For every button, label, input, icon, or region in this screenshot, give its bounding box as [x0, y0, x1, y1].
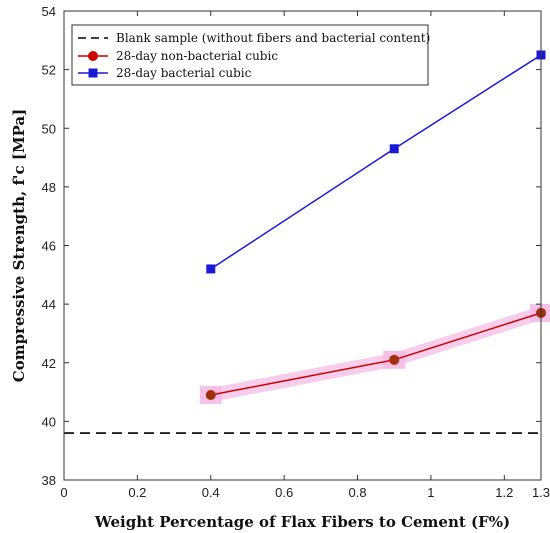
- x-tick-label: 1.2: [495, 485, 513, 500]
- x-tick-label: 0.4: [202, 485, 220, 500]
- axis-layer: 0 0.2 0.4 0.6 0.8 1 1.2 1.3 38 40 42 44 46 48 50 52 54: [42, 4, 550, 500]
- x-tick-label: 1: [427, 485, 434, 500]
- x-tick-label: 0.2: [128, 485, 146, 500]
- y-tick-label: 38: [42, 473, 56, 488]
- error-band: [210, 305, 541, 402]
- x-tick-label: 1.3: [532, 485, 550, 500]
- legend-label-series: 28-day bacterial cubic: [116, 66, 252, 80]
- y-tick-label: 50: [42, 121, 56, 136]
- y-tick-label: 48: [42, 180, 56, 195]
- x-axis-title: Weight Percentage of Flax Fibers to Ceme…: [94, 513, 510, 531]
- x-tick-label: 0.8: [348, 485, 366, 500]
- y-tick-label: 40: [42, 414, 56, 429]
- data-point-square: [389, 144, 399, 154]
- y-tick-label: 54: [42, 4, 56, 19]
- legend-box: [71, 24, 429, 86]
- y-axis-title: Compressive Strength, f'c [MPa]: [10, 109, 28, 383]
- x-tick-label: 0: [60, 485, 67, 500]
- legend-marker-square: [88, 68, 98, 78]
- y-tick-label: 44: [42, 297, 56, 312]
- legend-marker-circle: [88, 51, 98, 61]
- y-tick-label: 42: [42, 356, 56, 371]
- data-point-circle: [205, 389, 216, 400]
- series-layer: [205, 50, 546, 400]
- legend: Blank sample (without fibers and bacteri…: [71, 24, 430, 86]
- x-tick-label: 0.6: [275, 485, 293, 500]
- data-point-circle: [389, 354, 400, 365]
- y-tick-label: 46: [42, 239, 56, 254]
- y-tick-label: 52: [42, 63, 56, 78]
- data-point-square: [206, 264, 216, 274]
- legend-label-reference: Blank sample (without fibers and bacteri…: [116, 31, 430, 45]
- legend-label-series: 28-day non-bacterial cubic: [116, 49, 278, 63]
